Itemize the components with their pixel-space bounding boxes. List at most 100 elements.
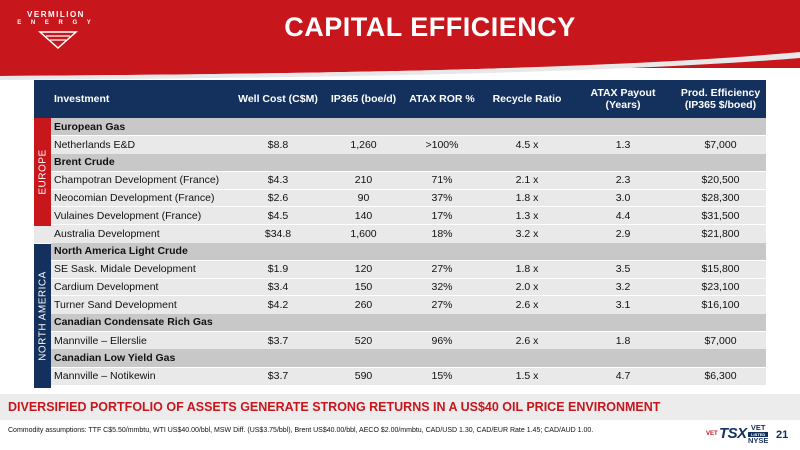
region-europe-text: EUROPE [37,149,48,195]
page-title: CAPITAL EFFICIENCY [284,12,576,42]
cell-payout: 3.2 [571,277,675,296]
nyse-label: NYSE [748,435,769,445]
cell-investment: Australia Development [51,224,230,243]
cell-ip365: 590 [326,366,401,385]
cell-payout: 2.3 [571,170,675,190]
col-header-well-cost: Well Cost (C$M) [230,80,326,118]
table-row: Cardium Development $3.4 150 32% 2.0 x 3… [34,277,766,296]
prod-line2: (IP365 $/boed) [684,99,757,111]
tsx-label: TSX [719,425,747,442]
cell-prod-efficiency: $7,000 [675,331,766,350]
cell-well-cost: $2.6 [230,188,326,207]
table-row: Australia Development $34.8 1,600 18% 3.… [34,224,766,243]
cell-atax-ror: >100% [401,135,483,154]
cell-prod-efficiency: $15,800 [675,259,766,279]
cell-atax-ror: 96% [401,331,483,350]
region-label-europe: EUROPE [34,118,51,226]
col-header-investment: Investment [34,80,230,118]
cell-payout: 1.8 [571,331,675,350]
summary-banner-text: DIVERSIFIED PORTFOLIO OF ASSETS GENERATE… [8,400,661,414]
cell-investment: Vulaines Development (France) [51,206,230,225]
logo-panel: VERMILION E N E R G Y [0,0,118,68]
cell-investment: Turner Sand Development [51,295,230,314]
cell-ip365: 140 [326,206,401,225]
vet-ticker: VET [750,423,766,432]
group-row-cdn-low-yield: Canadian Low Yield Gas [34,349,766,368]
cell-prod-efficiency: $6,300 [675,366,766,385]
cell-atax-ror: 27% [401,295,483,314]
cell-investment: Netherlands E&D [51,135,230,154]
header-curve-decoration [0,44,800,80]
cell-investment: Champotran Development (France) [51,170,230,190]
group-row-brent-crude: Brent Crude [34,153,766,172]
cell-investment: Mannville – Notikewin [51,366,230,385]
col-header-prod-efficiency: Prod. Efficiency (IP365 $/boed) [675,80,766,118]
cell-atax-ror: 71% [401,170,483,190]
logo-subtitle: E N E R G Y [17,20,95,26]
cell-prod-efficiency: $7,000 [675,135,766,154]
cell-prod-efficiency: $16,100 [675,295,766,314]
group-label: Canadian Condensate Rich Gas [51,313,230,332]
cell-payout: 4.7 [571,366,675,385]
group-row-cdn-condensate: Canadian Condensate Rich Gas [34,313,766,332]
cell-ip365: 150 [326,277,401,296]
group-row-european-gas: European Gas [34,118,766,136]
table-row: Vulaines Development (France) $4.5 140 1… [34,206,766,225]
cell-payout: 3.1 [571,295,675,314]
commodity-assumptions-footnote: Commodity assumptions: TTF C$5.50/mmbtu,… [8,427,594,434]
cell-payout: 1.3 [571,135,675,154]
cell-recycle: 1.8 x [483,259,571,279]
group-label: Canadian Low Yield Gas [51,349,230,368]
cell-ip365: 1,260 [326,135,401,154]
col-header-atax-ror: ATAX ROR % [401,80,483,118]
col-header-ip365: IP365 (boe/d) [326,80,401,118]
cell-ip365: 210 [326,170,401,190]
vet-small-label: VET [706,431,718,437]
payout-line1: ATAX Payout [590,87,656,99]
summary-banner: DIVERSIFIED PORTFOLIO OF ASSETS GENERATE… [0,394,800,420]
exchange-listing-logo: VET TSX VET LISTED NYSE [698,423,769,445]
cell-investment: Cardium Development [51,277,230,296]
cell-atax-ror: 27% [401,259,483,279]
group-label: North America Light Crude [51,242,230,261]
cell-well-cost: $8.8 [230,135,326,154]
col-header-payout: ATAX Payout (Years) [571,80,675,118]
cell-investment: Neocomian Development (France) [51,188,230,207]
page-number: 21 [776,429,789,441]
region-label-north-america: NORTH AMERICA [34,244,51,388]
cell-atax-ror: 15% [401,366,483,385]
cell-atax-ror: 18% [401,224,483,243]
cell-investment: Mannville – Ellerslie [51,331,230,350]
cell-well-cost: $4.5 [230,206,326,225]
cell-payout: 3.5 [571,259,675,279]
cell-prod-efficiency: $31,500 [675,206,766,225]
table-row: Mannville – Notikewin $3.7 590 15% 1.5 x… [34,366,766,385]
table-row: Turner Sand Development $4.2 260 27% 2.6… [34,295,766,314]
cell-well-cost: $4.3 [230,170,326,190]
cell-well-cost: $3.7 [230,331,326,350]
cell-recycle: 1.3 x [483,206,571,225]
cell-ip365: 1,600 [326,224,401,243]
cell-recycle: 2.6 x [483,331,571,350]
cell-prod-efficiency: $20,500 [675,170,766,190]
cell-payout: 3.0 [571,188,675,207]
cell-recycle: 3.2 x [483,224,571,243]
group-label: European Gas [51,118,230,136]
table-row: Netherlands E&D $8.8 1,260 >100% 4.5 x 1… [34,135,766,154]
cell-recycle: 2.1 x [483,170,571,190]
group-row-na-light-crude: North America Light Crude [34,242,766,261]
cell-recycle: 2.0 x [483,277,571,296]
cell-well-cost: $3.4 [230,277,326,296]
col-header-recycle: Recycle Ratio [483,80,571,118]
company-logo: VERMILION E N E R G Y [16,10,96,28]
capital-efficiency-table: Investment Well Cost (C$M) IP365 (boe/d)… [34,80,766,385]
logo-name: VERMILION [27,10,85,19]
cell-well-cost: $4.2 [230,295,326,314]
cell-ip365: 90 [326,188,401,207]
table-header-row: Investment Well Cost (C$M) IP365 (boe/d)… [34,80,766,118]
cell-recycle: 1.5 x [483,366,571,385]
cell-atax-ror: 37% [401,188,483,207]
nyse-listing: VET LISTED NYSE [748,423,769,445]
cell-atax-ror: 32% [401,277,483,296]
table-row: SE Sask. Midale Development $1.9 120 27%… [34,259,766,279]
